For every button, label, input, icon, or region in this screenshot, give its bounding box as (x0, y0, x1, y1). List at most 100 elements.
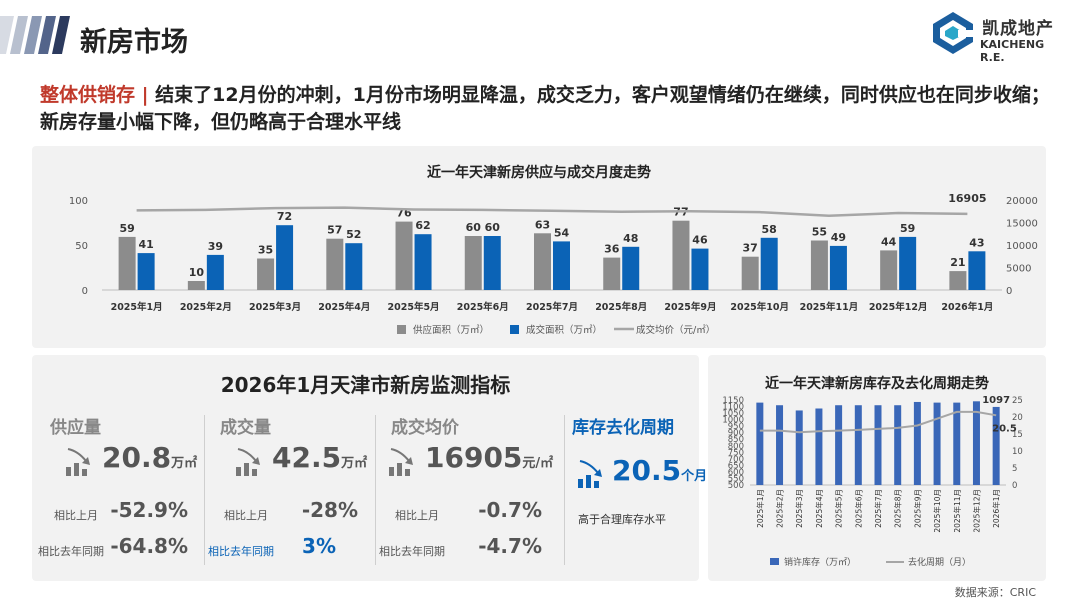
page-title: 新房市场 (80, 27, 188, 58)
y-tick-left: 1100 (722, 403, 744, 413)
metric-supply-mom-label: 相比上月 (54, 509, 98, 522)
supply-sales-chart-title: 近一年天津新房供应与成交月度走势 (427, 165, 651, 181)
data-source: 数据来源：CRIC (954, 586, 1036, 599)
y-tick-left: 700 (728, 455, 744, 465)
cycle-last-label: 20.5 (992, 423, 1017, 434)
y-tick-left: 1150 (722, 396, 744, 406)
sales-bar-label: 48 (623, 232, 638, 245)
sales-bar (968, 251, 986, 290)
x-tick-label: 2025年5月 (388, 301, 440, 313)
legend-swatch (770, 558, 779, 565)
x-tick-label: 2025年12月 (971, 489, 981, 533)
y-tick-left: 800 (728, 442, 744, 452)
y-tick-left: 900 (728, 429, 744, 439)
metric-sales-mom-value: -28% (301, 498, 358, 522)
sales-bar (483, 236, 501, 290)
sales-bar (622, 246, 640, 290)
metric-supply: 供应量 20.8万㎡ 相比上月 -52.9% 相比去年同期 -64.8% (36, 407, 198, 577)
y-tick-right: 5000 (1006, 264, 1031, 275)
metric-sales-label: 成交量 (220, 418, 271, 438)
x-tick-label: 2025年4月 (814, 489, 824, 528)
headline-tag: 整体供销存 | (40, 84, 156, 106)
x-tick-label: 2025年11月 (800, 301, 859, 313)
supply-bar-label: 60 (466, 221, 482, 234)
metric-sales-yoy-value: 3% (302, 534, 336, 558)
metric-supply-value: 20.8 (102, 441, 172, 474)
x-tick-label: 2026年1月 (991, 489, 1001, 528)
sales-bar (691, 248, 709, 290)
x-tick-label: 2025年1月 (111, 301, 163, 313)
sales-bar (829, 245, 847, 290)
headline: 整体供销存 | 结束了12月份的冲刺，1月份市场明显降温，成交乏力，客户观望情绪… (40, 82, 1050, 136)
supply-bar-label: 36 (604, 243, 620, 256)
x-tick-label: 2025年2月 (775, 489, 785, 528)
sales-bar-label: 43 (969, 236, 984, 249)
divider (204, 415, 205, 565)
y-tick-right: 5 (1012, 464, 1017, 474)
sales-bar-label: 62 (415, 219, 430, 232)
x-tick-label: 2025年5月 (834, 489, 844, 528)
legend-label: 供应面积（万㎡） (413, 324, 489, 336)
metric-sales-mom-label: 相比上月 (224, 509, 268, 522)
supply-bar (603, 257, 621, 290)
sales-bar-label: 72 (277, 210, 292, 223)
monitor-title: 2026年1月天津市新房监测指标 (220, 373, 511, 397)
supply-bar-label: 55 (812, 226, 827, 239)
supply-bar (395, 221, 413, 290)
supply-bar-label: 21 (950, 256, 965, 269)
x-tick-label: 2025年7月 (526, 301, 578, 313)
x-tick-label: 2025年8月 (595, 301, 647, 313)
supply-sales-chart-panel: 近一年天津新房供应与成交月度走势 0 50 100 0 5000 10000 15000 20… (32, 146, 1046, 348)
inventory-bar (776, 405, 784, 485)
x-tick-label: 2025年3月 (794, 489, 804, 528)
metric-inventory-unit: 个月 (681, 469, 708, 484)
header-stripes-decoration (0, 16, 70, 54)
y-tick-right: 20 (1012, 413, 1023, 423)
legend-label: 去化周期（月） (908, 556, 971, 568)
inventory-bar (992, 406, 1000, 485)
legend-label: 销许库存（万㎡） (784, 556, 856, 568)
metric-sales-value: 42.5 (272, 441, 342, 474)
header: 新房市场 凯成地产 KAICHENG R.E. (0, 0, 1080, 78)
y-tick-left: 850 (728, 435, 744, 445)
sales-bar (760, 237, 778, 290)
inventory-bar (795, 410, 803, 485)
metric-price-mom-value: -0.7% (478, 498, 542, 522)
metric-price-yoy-label: 相比去年同期 (379, 545, 445, 558)
inventory-chart-title: 近一年天津新房库存及去化周期走势 (765, 376, 989, 392)
supply-bar-label: 59 (119, 222, 134, 235)
legend-swatch (397, 325, 406, 334)
metric-supply-yoy-value: -64.8% (110, 534, 188, 558)
price-line (136, 206, 968, 218)
x-tick-label: 2025年6月 (457, 301, 509, 313)
x-tick-label: 2025年4月 (318, 301, 370, 313)
cycle-line (759, 410, 997, 434)
metric-sales: 成交量 42.5万㎡ 相比上月 -28% 相比去年同期 3% (206, 407, 367, 577)
x-tick-label: 2025年3月 (249, 301, 301, 313)
inventory-bar (874, 405, 882, 485)
y-tick-left: 550 (728, 474, 744, 484)
y-tick-right: 20000 (1006, 196, 1038, 207)
metric-supply-unit: 万㎡ (171, 456, 198, 471)
metric-inventory-value: 20.5 (612, 454, 682, 487)
y-tick-left: 750 (728, 448, 744, 458)
supply-bar-label: 63 (535, 218, 550, 231)
y-tick-left: 600 (728, 468, 744, 478)
logo-text-cn: 凯成地产 (982, 19, 1054, 39)
metric-supply-yoy-label: 相比去年同期 (38, 545, 104, 558)
divider (375, 415, 376, 565)
bar-chart-down-icon (389, 448, 413, 476)
legend-label: 成交均价（元/㎡） (636, 324, 715, 336)
metric-supply-mom-value: -52.9% (110, 498, 188, 522)
supply-bar (741, 256, 759, 290)
supply-bar (464, 236, 482, 290)
company-logo: 凯成地产 KAICHENG R.E. (930, 10, 1070, 64)
x-tick-label: 2025年2月 (180, 301, 232, 313)
y-tick-left: 650 (728, 461, 744, 471)
x-tick-label: 2025年12月 (869, 301, 928, 313)
inventory-bar (854, 405, 862, 485)
y-tick-left: 1050 (722, 409, 744, 419)
y-tick-right: 10000 (1006, 241, 1038, 252)
sales-bar (345, 243, 363, 290)
metric-sales-yoy-label: 相比去年同期 (208, 545, 274, 558)
